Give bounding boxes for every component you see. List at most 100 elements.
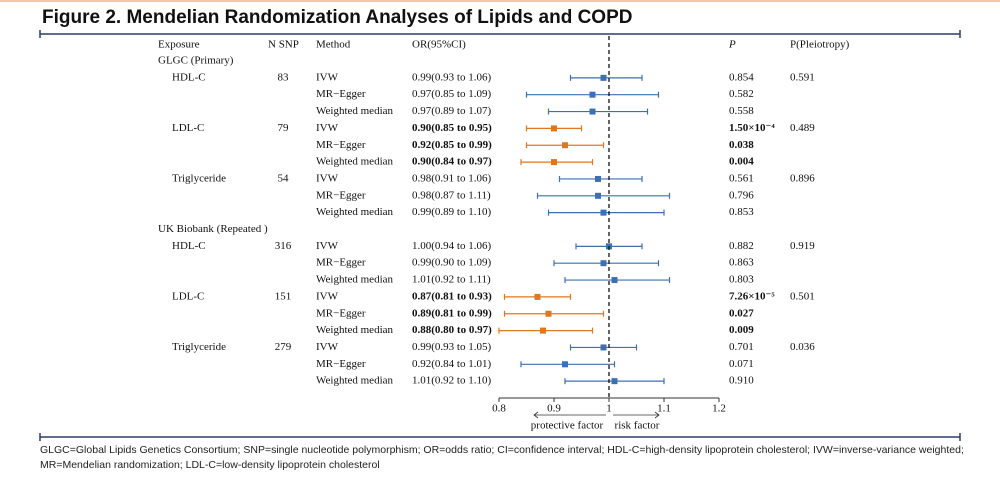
table-cell: 0.99(0.90 to 1.09) [412,257,491,269]
table-cell: 0.92(0.84 to 1.01) [412,358,491,370]
table-cell: 0.99(0.89 to 1.10) [412,206,491,218]
point-estimate [562,361,568,368]
column-header: N SNP [268,39,299,51]
column-header: P(Pleiotropy) [790,39,850,51]
table-cell: IVW [316,341,339,353]
column-header: Method [316,39,351,51]
point-estimate [589,108,596,115]
table-cell: MR−Egger [316,189,366,201]
table-cell: 0.99(0.93 to 1.05) [412,341,491,353]
table-cell: HDL-C [172,71,206,83]
table-cell: 7.26×10⁻⁵ [729,290,775,302]
column-header: P [728,39,736,51]
table-cell: Triglyceride [172,341,226,353]
table-cell: 0.582 [729,88,754,100]
point-estimate [600,209,607,216]
arrow [533,411,606,419]
table-cell: 0.919 [790,240,815,252]
table-cell: Weighted median [316,206,394,218]
table-cell: MR−Egger [316,257,366,269]
column-header: OR(95%CI) [412,39,466,51]
section-title: GLGC (Primary) [158,55,234,67]
table-cell: 0.854 [729,71,754,83]
table-cell: Weighted median [316,156,394,168]
table-cell: IVW [316,172,339,184]
footnote: GLGC=Global Lipids Genetics Consortium; … [40,444,964,471]
table-cell: 316 [275,240,292,252]
table-cell: MR−Egger [316,139,366,151]
arrow [613,411,660,419]
table-cell: 0.071 [729,358,754,370]
point-estimate [595,192,601,199]
point-estimate [545,310,552,317]
table-cell: IVW [316,71,339,83]
table-cell: 0.591 [790,71,815,83]
table-cell: 0.89(0.81 to 0.99) [412,307,492,319]
table-cell: MR−Egger [316,307,366,319]
point-estimate [595,175,601,182]
arrow-label: risk factor [615,420,660,432]
point-estimate [600,344,607,351]
table-cell: 0.98(0.91 to 1.06) [412,172,491,184]
point-estimate [534,293,541,300]
table-cell: LDL-C [172,122,204,134]
table-cell: Triglyceride [172,172,226,184]
x-tick-label: 1 [606,403,612,415]
table-cell: Weighted median [316,274,394,286]
table-cell: 0.796 [729,189,754,201]
table-cell: 0.882 [729,240,754,252]
table-cell: 0.803 [729,274,754,286]
arrow-label: protective factor [531,420,604,432]
x-tick-label: 0.8 [492,403,506,415]
point-estimate [600,74,607,81]
table-cell: 0.97(0.89 to 1.07) [412,105,491,117]
x-tick-label: 1.2 [712,403,726,415]
table-cell: MR−Egger [316,88,366,100]
point-estimate [540,327,546,334]
table-cell: LDL-C [172,290,204,302]
table-cell: 0.558 [729,105,754,117]
table-cell: Weighted median [316,375,394,387]
point-estimate [589,91,596,98]
point-estimate [611,277,618,284]
forest-plot: Exposure N SNP Method OR(95%CI) P P(Pleiotrop… [158,36,850,432]
table-cell: 0.489 [790,122,815,134]
section-title: UK Biobank (Repeated ) [158,223,268,235]
table-cell: 0.027 [729,307,754,319]
table-cell: 1.01(0.92 to 1.10) [412,375,491,387]
table-cell: 0.863 [729,257,754,269]
point-estimate [562,142,568,149]
point-estimate [600,260,607,267]
table-cell: 0.99(0.93 to 1.06) [412,71,491,83]
table-cell: IVW [316,240,339,252]
x-tick-label: 1.1 [657,403,671,415]
table-cell: 0.87(0.81 to 0.93) [412,290,492,302]
table-cell: 279 [275,341,292,353]
table-cell: 0.98(0.87 to 1.11) [412,189,491,201]
table-cell: 0.97(0.85 to 1.09) [412,88,491,100]
table-cell: 1.50×10⁻⁴ [729,122,775,134]
figure-title: Figure 2. Mendelian Randomization Analys… [42,7,632,28]
table-cell: 83 [278,71,290,83]
table-cell: 0.004 [729,156,754,168]
table-cell: IVW [316,122,339,134]
table-cell: 54 [278,172,290,184]
table-cell: 0.038 [729,139,754,151]
table-cell: 0.036 [790,341,815,353]
table-cell: Weighted median [316,324,394,336]
point-estimate [551,159,557,166]
table-cell: HDL-C [172,240,206,252]
table-cell: 79 [278,122,290,134]
column-header: Exposure [158,39,200,51]
table-cell: 0.910 [729,375,754,387]
table-cell: 0.896 [790,172,815,184]
table-cell: 1.00(0.94 to 1.06) [412,240,491,252]
point-estimate [611,378,618,385]
table-cell: 0.92(0.85 to 0.99) [412,139,492,151]
table-cell: 0.009 [729,324,754,336]
table-cell: 1.01(0.92 to 1.11) [412,274,491,286]
point-estimate [551,125,557,132]
table-cell: 0.501 [790,290,815,302]
